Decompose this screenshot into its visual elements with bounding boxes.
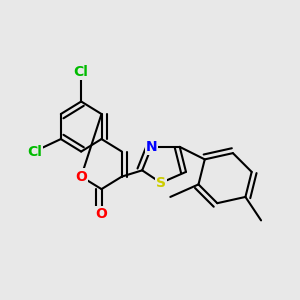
- Text: Cl: Cl: [27, 145, 42, 159]
- Text: S: S: [156, 176, 166, 190]
- Text: O: O: [75, 169, 87, 184]
- Text: O: O: [96, 207, 107, 221]
- Text: N: N: [146, 140, 158, 154]
- Text: Cl: Cl: [74, 65, 88, 79]
